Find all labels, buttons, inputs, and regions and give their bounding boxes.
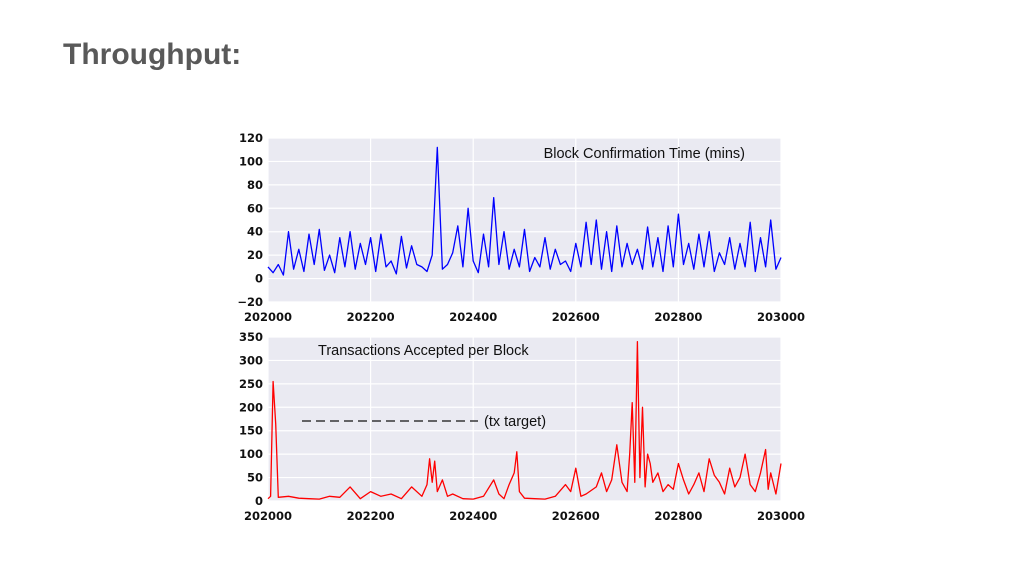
y-tick-label: 100 <box>239 154 263 168</box>
plot-background <box>268 138 781 302</box>
chart-annotation: Block Confirmation Time (mins) <box>544 146 745 162</box>
y-tick-label: −20 <box>237 295 263 309</box>
y-tick-label: 150 <box>239 424 263 438</box>
y-tick-label: 300 <box>239 353 263 367</box>
x-tick-label: 202600 <box>552 310 600 324</box>
series-line <box>267 341 782 500</box>
y-tick-label: 250 <box>239 377 263 391</box>
y-tick-label: 50 <box>247 471 263 485</box>
y-tick-label: 60 <box>247 201 263 215</box>
chart-annotation: Transactions Accepted per Block <box>318 343 529 359</box>
x-tick-label: 202200 <box>347 310 395 324</box>
x-tick-label: 202800 <box>654 310 702 324</box>
slide-title: Throughput: <box>63 38 242 71</box>
x-tick-label: 202000 <box>244 509 292 523</box>
plot-background <box>268 337 781 501</box>
y-tick-label: 0 <box>255 272 263 286</box>
y-tick-label: 20 <box>247 248 263 262</box>
series-line <box>267 146 782 276</box>
block-confirmation-chart: 202000 202200 202400 202600 202800 203000 −20 0… <box>237 131 805 324</box>
x-tick-label: 203000 <box>757 509 805 523</box>
y-tick-label: 40 <box>247 225 263 239</box>
x-tick-label: 202400 <box>449 310 497 324</box>
x-tick-label: 202400 <box>449 509 497 523</box>
tx-target-label: (tx target) <box>484 414 546 430</box>
x-tick-label: 202600 <box>552 509 600 523</box>
y-tick-label: 200 <box>239 400 263 414</box>
x-tick-label: 203000 <box>757 310 805 324</box>
y-tick-label: 120 <box>239 131 263 145</box>
y-tick-label: 80 <box>247 178 263 192</box>
transactions-chart: 202000 202200 202400 202600 202800 203000 0 50 1… <box>239 330 805 523</box>
x-tick-label: 202000 <box>244 310 292 324</box>
y-tick-label: 350 <box>239 330 263 344</box>
x-tick-label: 202200 <box>347 509 395 523</box>
y-tick-label: 100 <box>239 447 263 461</box>
y-tick-label: 0 <box>255 494 263 508</box>
x-tick-label: 202800 <box>654 509 702 523</box>
